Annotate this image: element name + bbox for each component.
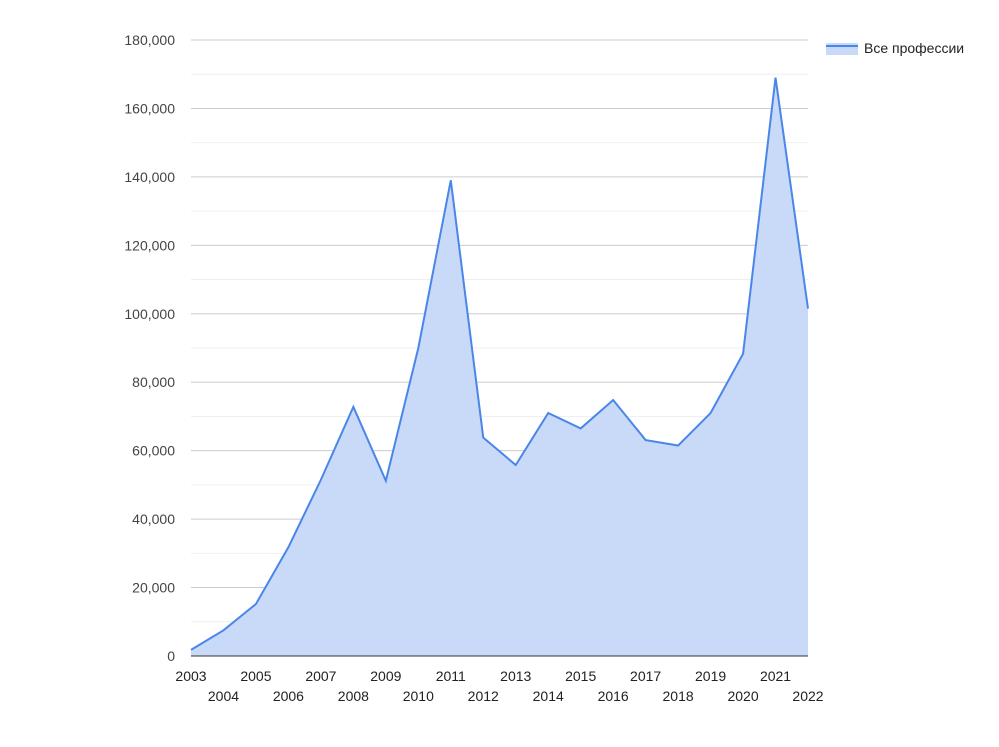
y-tick-label: 160,000: [124, 100, 175, 116]
x-tick-label: 2019: [695, 668, 726, 684]
x-tick-label: 2022: [792, 688, 823, 704]
axes: 0 20,000 40,000 60,000 80,000 100,000 120,000 1…: [124, 32, 823, 704]
x-tick-label: 2008: [338, 688, 369, 704]
y-tick-label: 140,000: [124, 169, 175, 185]
y-tick-label: 60,000: [132, 443, 175, 459]
series-area: [191, 77, 808, 656]
legend-label: Все профессии: [864, 40, 964, 56]
y-tick-label: 40,000: [132, 511, 175, 527]
x-tick-label: 2013: [500, 668, 531, 684]
x-tick-label: 2012: [468, 688, 499, 704]
x-tick-label: 2016: [598, 688, 629, 704]
x-tick-label: 2018: [663, 688, 694, 704]
x-tick-label: 2015: [565, 668, 596, 684]
x-tick-label: 2003: [175, 668, 206, 684]
x-tick-label: 2010: [403, 688, 434, 704]
y-tick-label: 100,000: [124, 306, 175, 322]
x-tick-label: 2020: [727, 688, 758, 704]
y-tick-label: 0: [167, 648, 175, 664]
x-tick-label: 2011: [436, 668, 466, 684]
x-tick-label: 2004: [208, 688, 239, 704]
x-tick-label: 2005: [240, 668, 271, 684]
y-tick-label: 180,000: [124, 32, 175, 48]
x-tick-label: 2021: [760, 668, 791, 684]
y-tick-label: 120,000: [124, 237, 175, 253]
x-tick-label: 2006: [273, 688, 304, 704]
legend-swatch-fill: [826, 43, 858, 55]
gridlines: [191, 39, 808, 623]
x-tick-label: 2007: [305, 668, 336, 684]
legend: Все профессии: [826, 40, 964, 56]
series-line: [190, 77, 809, 651]
y-tick-label: 20,000: [132, 580, 175, 596]
y-tick-label: 80,000: [132, 374, 175, 390]
plot-area: [190, 77, 809, 656]
x-tick-label: 2009: [370, 668, 401, 684]
x-tick-label: 2017: [630, 668, 661, 684]
x-tick-label: 2014: [533, 688, 564, 704]
